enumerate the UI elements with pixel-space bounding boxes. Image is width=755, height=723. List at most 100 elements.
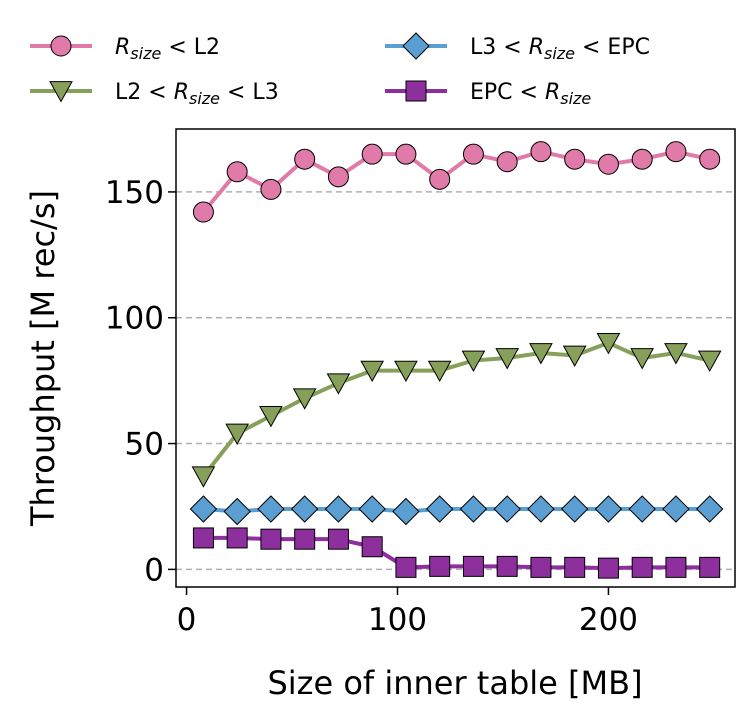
series-2 bbox=[189, 495, 724, 526]
series-line bbox=[203, 535, 710, 571]
data-point bbox=[631, 148, 653, 170]
legend-marker bbox=[50, 35, 72, 57]
legend-label-part: EPC < bbox=[470, 80, 545, 105]
data-point bbox=[493, 495, 521, 523]
y-axis-title: Throughput [M rec/s] bbox=[24, 190, 62, 527]
data-point bbox=[360, 360, 385, 383]
legend: Rsize < L2 L3 < Rsize < EPC L2 < Rsize < L… bbox=[30, 32, 650, 108]
legend-label-part: R bbox=[115, 35, 130, 60]
data-point bbox=[327, 528, 349, 550]
legend-label-part: size bbox=[130, 44, 161, 63]
series-layer bbox=[189, 141, 724, 579]
axes: 0 100 200 0 50 100 150 bbox=[105, 175, 638, 638]
legend-label: L2 < Rsize < L3 bbox=[115, 80, 279, 108]
data-point bbox=[665, 556, 687, 578]
legend-label-part: L3 < bbox=[470, 35, 529, 60]
y-tick-label: 50 bbox=[125, 427, 164, 463]
x-tick-label: 200 bbox=[579, 602, 638, 638]
data-point bbox=[292, 388, 317, 410]
data-point bbox=[699, 556, 721, 578]
legend-label-part: < L3 bbox=[220, 80, 279, 105]
data-point bbox=[429, 555, 451, 577]
data-point bbox=[530, 141, 552, 163]
data-point bbox=[192, 527, 214, 549]
data-point bbox=[226, 527, 248, 549]
data-point bbox=[529, 343, 553, 365]
data-point bbox=[631, 556, 653, 578]
legend-entry: Rsize < L2 bbox=[30, 35, 220, 63]
data-point bbox=[461, 350, 486, 372]
y-tick-label: 100 bbox=[105, 301, 164, 337]
series-0 bbox=[192, 141, 721, 223]
legend-label-part: R bbox=[174, 80, 189, 105]
data-point bbox=[527, 495, 555, 523]
series-3 bbox=[192, 527, 721, 579]
legend-marker bbox=[49, 81, 73, 103]
data-point bbox=[628, 495, 656, 523]
plot-frame bbox=[175, 128, 736, 588]
data-point bbox=[496, 555, 518, 577]
data-point bbox=[496, 151, 518, 173]
data-point bbox=[361, 143, 383, 165]
legend-entry: EPC < Rsize bbox=[385, 80, 591, 108]
series-1 bbox=[191, 333, 722, 488]
data-point bbox=[562, 345, 587, 367]
data-point bbox=[259, 406, 283, 428]
data-point bbox=[260, 178, 282, 200]
data-point bbox=[394, 360, 418, 383]
legend-marker bbox=[402, 32, 430, 60]
data-point bbox=[427, 360, 452, 383]
legend-entry: L2 < Rsize < L3 bbox=[30, 80, 279, 108]
legend-label: L3 < Rsize < EPC bbox=[470, 35, 650, 63]
x-tick-label: 100 bbox=[368, 602, 427, 638]
data-point bbox=[225, 423, 250, 445]
legend-label-part: size bbox=[560, 89, 591, 108]
data-point bbox=[327, 166, 349, 188]
legend-label-part: R bbox=[545, 80, 560, 105]
data-point bbox=[392, 497, 420, 526]
data-point bbox=[324, 495, 353, 523]
data-point bbox=[564, 556, 586, 578]
data-point bbox=[459, 495, 488, 523]
x-tick-label: 0 bbox=[177, 602, 197, 638]
data-point bbox=[630, 348, 655, 370]
data-point bbox=[223, 497, 251, 526]
data-point bbox=[290, 495, 319, 523]
data-point bbox=[226, 161, 248, 183]
legend-label-part: R bbox=[529, 35, 544, 60]
data-point bbox=[596, 333, 621, 355]
data-point bbox=[564, 148, 586, 170]
data-point bbox=[594, 495, 623, 523]
legend-entry: L3 < Rsize < EPC bbox=[385, 32, 650, 63]
data-point bbox=[189, 495, 218, 523]
data-point bbox=[699, 148, 721, 170]
series-line bbox=[201, 149, 711, 214]
data-point bbox=[192, 201, 214, 223]
legend-label-part: < EPC bbox=[575, 35, 650, 60]
data-point bbox=[560, 495, 589, 523]
data-point bbox=[257, 495, 285, 523]
data-point bbox=[530, 556, 552, 578]
legend-label: Rsize < L2 bbox=[115, 35, 220, 63]
data-point bbox=[495, 348, 520, 370]
data-point bbox=[597, 153, 619, 175]
data-point bbox=[664, 343, 688, 365]
data-point bbox=[395, 556, 417, 578]
data-point bbox=[361, 536, 383, 558]
data-point bbox=[326, 373, 351, 395]
data-point bbox=[395, 143, 417, 165]
y-tick-label: 0 bbox=[144, 552, 164, 588]
data-point bbox=[597, 557, 619, 579]
data-point bbox=[260, 528, 282, 550]
legend-label: EPC < Rsize bbox=[470, 80, 591, 108]
legend-label-part: L2 < bbox=[115, 80, 174, 105]
series-line bbox=[203, 506, 710, 514]
data-point bbox=[294, 148, 316, 170]
data-point bbox=[191, 466, 216, 488]
legend-label-part: size bbox=[544, 44, 575, 63]
data-point bbox=[429, 168, 451, 190]
legend-label-part: size bbox=[189, 89, 220, 108]
data-point bbox=[695, 495, 724, 523]
y-tick-label: 150 bbox=[105, 175, 164, 211]
